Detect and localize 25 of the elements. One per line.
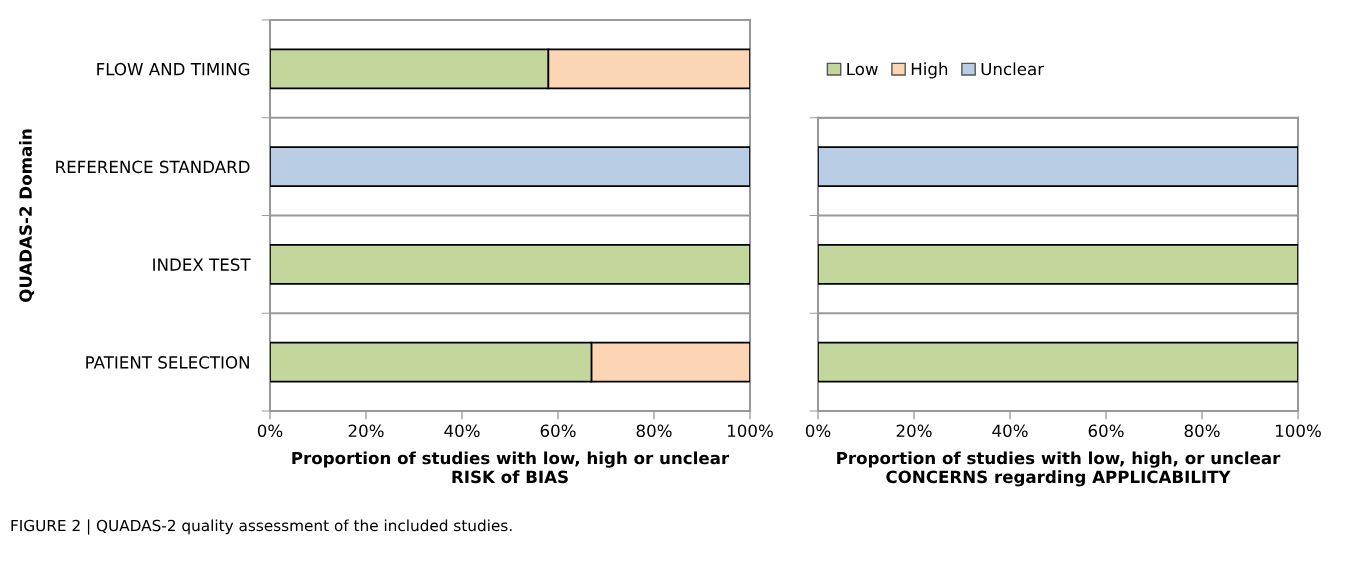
y-tick-label: PATIENT SELECTION: [86, 356, 249, 369]
bar: [270, 146, 750, 188]
y-tick-label: REFERENCE STANDARD: [56, 160, 250, 174]
caption: FIGURE 2 | QUADAS-2 quality assessment of the included studies.: [11, 519, 512, 535]
y-tick-label: INDEX TEST: [153, 258, 251, 271]
x-tick-label: 100%: [728, 424, 773, 438]
x-tick-label: 60%: [1088, 424, 1124, 438]
x-axis-title: Proportion of studies with low, high, or unclear CONCERNS regarding APPLICABILITY: [837, 451, 1281, 487]
y-axis-title: QUADAS-2 Domain: [19, 129, 35, 302]
x-tick-label: 80%: [636, 424, 672, 438]
x-tick-label: 0%: [257, 424, 283, 438]
legend-label: High: [911, 62, 948, 79]
legend-label: Unclear: [981, 62, 1045, 76]
x-tick-label: 20%: [896, 424, 932, 438]
x-tick-label: 20%: [348, 424, 384, 438]
x-axis-title: Proportion of studies with low, high or unclear RISK of BIAS: [292, 451, 730, 484]
x-tick-label: 60%: [540, 424, 576, 438]
x-tick-label: 40%: [992, 424, 1028, 438]
x-tick-label: 100%: [1276, 424, 1321, 438]
legend-label: Low: [847, 62, 878, 76]
x-tick-label: 80%: [1184, 424, 1220, 438]
x-tick-label: 0%: [805, 424, 831, 438]
x-tick-label: 40%: [444, 424, 480, 438]
bar: [270, 243, 750, 285]
y-tick-label: FLOW AND TIMING: [97, 62, 250, 76]
